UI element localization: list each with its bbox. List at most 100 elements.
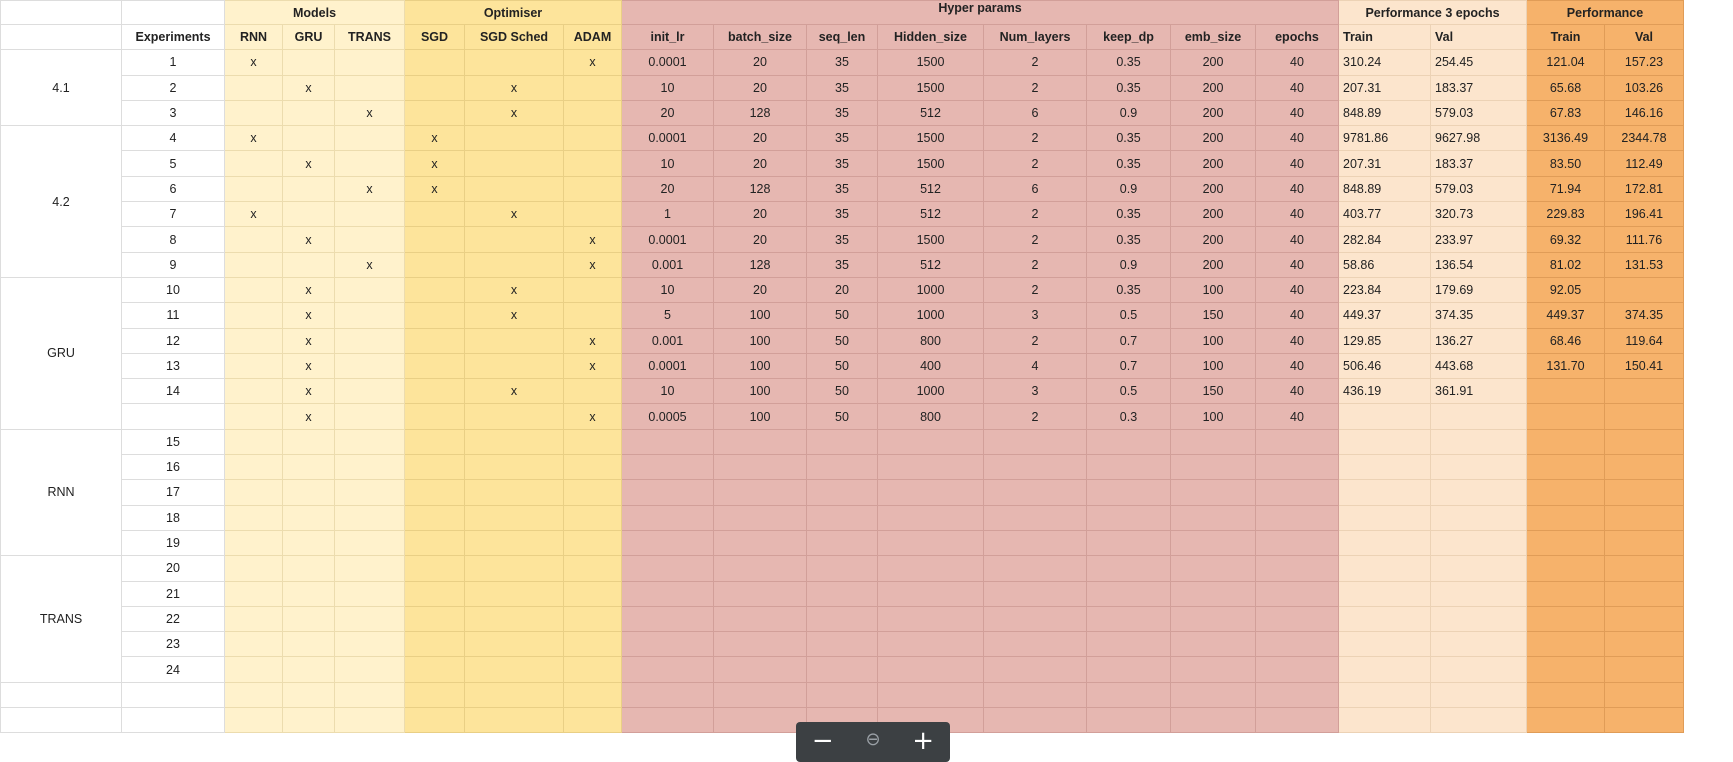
cell[interactable]: 100: [713, 378, 807, 405]
column-header[interactable]: keep_dp: [1086, 23, 1171, 51]
cell[interactable]: [1604, 479, 1684, 506]
cell[interactable]: 9627.98: [1430, 125, 1527, 152]
cell[interactable]: 35: [806, 150, 878, 177]
experiment-number-cell[interactable]: 2: [121, 74, 225, 101]
cell[interactable]: 20: [713, 125, 807, 152]
cell[interactable]: 50: [806, 403, 878, 430]
cell[interactable]: [404, 707, 465, 734]
cell[interactable]: 200: [1170, 125, 1256, 152]
cell[interactable]: [1170, 555, 1256, 582]
cell[interactable]: 443.68: [1430, 352, 1527, 380]
cell[interactable]: [1526, 479, 1605, 506]
cell[interactable]: [224, 529, 283, 557]
cell[interactable]: [404, 251, 465, 278]
cell[interactable]: 136.27: [1430, 327, 1527, 354]
cell[interactable]: 310.24: [1338, 49, 1431, 76]
cell[interactable]: 20: [713, 226, 807, 253]
cell[interactable]: 35: [806, 226, 878, 253]
column-header[interactable]: SGD Sched: [464, 23, 564, 51]
cell[interactable]: x: [282, 302, 335, 329]
cell[interactable]: [713, 605, 807, 633]
cell[interactable]: 40: [1255, 251, 1339, 278]
cell[interactable]: 4: [983, 352, 1087, 380]
cell[interactable]: [224, 327, 283, 354]
cell[interactable]: [1338, 529, 1431, 557]
cell[interactable]: 506.46: [1338, 352, 1431, 380]
cell[interactable]: [983, 454, 1087, 481]
cell[interactable]: 3136.49: [1526, 125, 1605, 152]
cell[interactable]: 0.3: [1086, 403, 1171, 430]
cell[interactable]: 69.32: [1526, 226, 1605, 253]
cell[interactable]: [282, 529, 335, 557]
column-header[interactable]: GRU: [282, 23, 335, 51]
cell[interactable]: [464, 352, 564, 380]
cell[interactable]: 2: [983, 327, 1087, 354]
experiment-number-cell[interactable]: 21: [121, 580, 225, 607]
cell[interactable]: [621, 681, 714, 709]
cell[interactable]: 1500: [877, 49, 984, 76]
cell[interactable]: x: [464, 74, 564, 101]
cell[interactable]: [282, 605, 335, 633]
cell[interactable]: [1255, 631, 1339, 658]
cell[interactable]: 1000: [877, 378, 984, 405]
column-header[interactable]: Train: [1338, 23, 1431, 51]
cell[interactable]: [282, 681, 335, 709]
cell[interactable]: [1255, 580, 1339, 607]
cell[interactable]: x: [464, 99, 564, 127]
cell[interactable]: x: [282, 352, 335, 380]
cell[interactable]: 40: [1255, 378, 1339, 405]
cell[interactable]: [563, 378, 622, 405]
cell[interactable]: [621, 428, 714, 456]
cell[interactable]: [224, 226, 283, 253]
cell[interactable]: 65.68: [1526, 74, 1605, 101]
cell[interactable]: [282, 555, 335, 582]
cell[interactable]: 0.0001: [621, 352, 714, 380]
experiment-number-cell[interactable]: [121, 403, 225, 430]
cell[interactable]: [621, 631, 714, 658]
cell[interactable]: [1526, 707, 1605, 734]
cell[interactable]: [464, 226, 564, 253]
cell[interactable]: [334, 529, 405, 557]
cell[interactable]: x: [224, 125, 283, 152]
cell[interactable]: 223.84: [1338, 276, 1431, 304]
cell[interactable]: 10: [621, 378, 714, 405]
cell[interactable]: [1338, 580, 1431, 607]
cell[interactable]: [1338, 681, 1431, 709]
cell[interactable]: [282, 125, 335, 152]
cell[interactable]: 0.9: [1086, 99, 1171, 127]
cell[interactable]: [224, 605, 283, 633]
cell[interactable]: [1086, 656, 1171, 683]
cell[interactable]: 71.94: [1526, 175, 1605, 203]
experiment-number-cell[interactable]: 12: [121, 327, 225, 354]
cell[interactable]: 0.35: [1086, 201, 1171, 228]
experiment-number-cell[interactable]: 4: [121, 125, 225, 152]
cell[interactable]: [713, 656, 807, 683]
cell[interactable]: 0.7: [1086, 327, 1171, 354]
cell[interactable]: [563, 656, 622, 683]
cell[interactable]: 10: [621, 276, 714, 304]
cell[interactable]: [1255, 479, 1339, 506]
experiment-number-cell[interactable]: 19: [121, 529, 225, 557]
column-header[interactable]: init_lr: [621, 23, 714, 51]
cell[interactable]: [713, 555, 807, 582]
cell[interactable]: x: [282, 327, 335, 354]
cell[interactable]: [806, 681, 878, 709]
cell[interactable]: 2: [983, 150, 1087, 177]
cell[interactable]: [983, 479, 1087, 506]
cell[interactable]: 100: [1170, 327, 1256, 354]
cell[interactable]: [806, 529, 878, 557]
cell[interactable]: [404, 428, 465, 456]
column-header[interactable]: emb_size: [1170, 23, 1256, 51]
cell[interactable]: 35: [806, 251, 878, 278]
cell[interactable]: [1604, 276, 1684, 304]
cell[interactable]: 35: [806, 99, 878, 127]
cell[interactable]: 83.50: [1526, 150, 1605, 177]
cell[interactable]: 40: [1255, 302, 1339, 329]
cell[interactable]: [464, 251, 564, 278]
cell[interactable]: 67.83: [1526, 99, 1605, 127]
cell[interactable]: [563, 631, 622, 658]
cell[interactable]: [404, 99, 465, 127]
cell[interactable]: [713, 529, 807, 557]
cell[interactable]: [404, 454, 465, 481]
cell[interactable]: [224, 555, 283, 582]
